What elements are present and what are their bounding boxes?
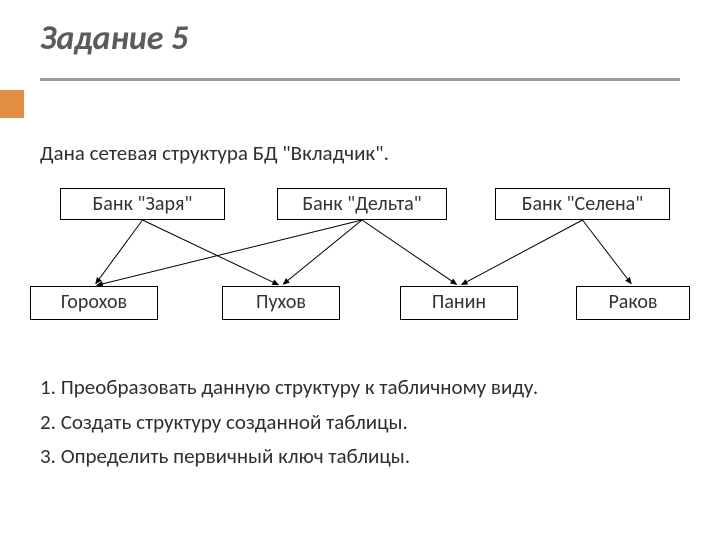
person-node: Панин [400,286,518,320]
bank-node: Банк "Селена" [495,188,670,220]
task-item: 2. Создать структуру созданной таблицы. [40,405,538,440]
person-node: Пухов [222,286,340,320]
edge [96,220,143,284]
title-underline [40,78,680,81]
description-text: Дана сетевая структура БД "Вкладчик". [40,140,389,166]
page-title: Задание 5 [40,18,188,59]
edge [362,220,457,284]
edge [462,220,583,285]
accent-block [0,90,24,118]
task-list: 1. Преобразовать данную структуру к табл… [40,370,538,474]
bank-node: Банк "Заря" [60,188,225,220]
task-item: 3. Определить первичный ключ таблицы. [40,439,538,474]
edge [143,220,279,285]
edge [583,220,632,284]
network-diagram: Банк "Заря" Банк "Дельта" Банк "Селена" Гор… [30,188,690,338]
person-node: Горохов [30,286,158,320]
task-item: 1. Преобразовать данную структуру к табл… [40,370,538,405]
bank-node: Банк "Дельта" [277,188,447,220]
person-node: Раков [576,286,690,320]
